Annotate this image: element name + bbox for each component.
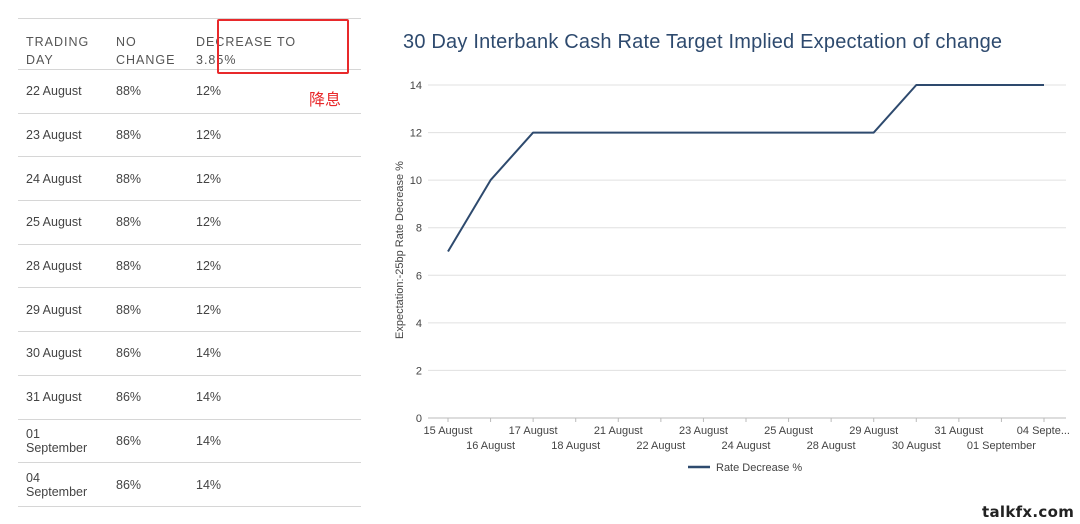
x-tick-label: 28 August: [807, 440, 856, 452]
table-row: 24 August 88% 12%: [18, 156, 361, 202]
cell-no-change: 88%: [108, 69, 188, 114]
x-tick-label: 29 August: [849, 425, 898, 437]
header-no-change: NO CHANGE: [108, 18, 188, 70]
series-line-rate-decrease: [447, 84, 1044, 253]
cell-day: 23 August: [18, 113, 108, 158]
legend-label: Rate Decrease %: [716, 462, 802, 474]
x-tick-label: 01 September: [967, 440, 1036, 452]
cell-decrease: 14%: [188, 331, 361, 376]
y-tick-label: 2: [416, 365, 422, 377]
highlight-box: [217, 19, 349, 74]
x-tick-label: 31 August: [934, 425, 983, 437]
y-tick-label: 12: [410, 128, 422, 140]
header-trading-day: TRADING DAY: [18, 18, 108, 70]
y-tick-label: 10: [410, 175, 422, 187]
cell-day: 31 August: [18, 375, 108, 420]
cell-day: 29 August: [18, 287, 108, 333]
cell-no-change: 86%: [108, 331, 188, 376]
expectation-table: TRADING DAY NO CHANGE DECREASE TO 3.85% …: [18, 18, 361, 507]
legend: Rate Decrease %: [688, 462, 802, 474]
table-row: 30 August 86% 14%: [18, 331, 361, 376]
cell-no-change: 88%: [108, 113, 188, 158]
cell-decrease: 14%: [188, 419, 361, 464]
cell-decrease: 12%: [188, 244, 361, 289]
table-row: 22 August 88% 12%: [18, 69, 361, 114]
x-axis-ticks: 15 August 16 August 17 August 18 August 21 A…: [424, 418, 1070, 452]
x-tick-label: 15 August: [424, 425, 473, 437]
cell-no-change: 88%: [108, 156, 188, 202]
cell-no-change: 88%: [108, 244, 188, 289]
table-body: 22 August 88% 12% 23 August 88% 12% 24 Augus…: [18, 69, 361, 507]
cell-no-change: 88%: [108, 287, 188, 333]
cell-day: 22 August: [18, 69, 108, 114]
chart-title: 30 Day Interbank Cash Rate Target Implie…: [403, 31, 1003, 53]
annotation-label: 降息: [309, 90, 342, 109]
y-tick-label: 4: [416, 318, 422, 330]
table-row: 23 August 88% 12%: [18, 113, 361, 158]
table-row: 28 August 88% 12%: [18, 244, 361, 289]
x-tick-label: 25 August: [764, 425, 813, 437]
table-row: 29 August 88% 12%: [18, 287, 361, 333]
table-header-row: TRADING DAY NO CHANGE DECREASE TO 3.85%: [18, 18, 361, 70]
x-tick-label: 22 August: [636, 440, 685, 452]
cell-decrease: 14%: [188, 462, 361, 507]
x-tick-label: 04 Septe...: [1017, 425, 1070, 437]
grid-lines: [428, 84, 1066, 419]
table-row: 31 August 86% 14%: [18, 375, 361, 420]
y-tick-label: 14: [410, 80, 422, 92]
cell-day: 28 August: [18, 244, 108, 289]
cell-decrease: 12%: [188, 200, 361, 245]
cell-decrease: 12%: [188, 287, 361, 333]
cell-day: 24 August: [18, 156, 108, 202]
x-tick-label: 18 August: [551, 440, 600, 452]
table-row: 25 August 88% 12%: [18, 200, 361, 245]
cell-no-change: 86%: [108, 462, 188, 507]
y-tick-label: 8: [416, 223, 422, 235]
cell-decrease: 12%: [188, 69, 361, 114]
x-tick-label: 17 August: [509, 425, 558, 437]
cell-day: 04 September: [18, 462, 108, 507]
watermark: talkfx.com: [982, 503, 1075, 521]
table-row: 04 September 86% 14%: [18, 462, 361, 507]
y-tick-label: 0: [416, 413, 422, 425]
header-decrease: DECREASE TO 3.85%: [188, 18, 361, 70]
cell-decrease: 12%: [188, 113, 361, 158]
x-tick-label: 21 August: [594, 425, 643, 437]
x-tick-label: 23 August: [679, 425, 728, 437]
cell-no-change: 88%: [108, 200, 188, 245]
cell-day: 25 August: [18, 200, 108, 245]
y-tick-label: 6: [416, 270, 422, 282]
table-row: 01 September 86% 14%: [18, 419, 361, 464]
cell-day: 01 September: [18, 419, 108, 464]
cell-day: 30 August: [18, 331, 108, 376]
x-tick-label: 16 August: [466, 440, 515, 452]
x-tick-label: 30 August: [892, 440, 941, 452]
cell-no-change: 86%: [108, 419, 188, 464]
cell-decrease: 12%: [188, 156, 361, 202]
y-axis-label: Expectation:-25bp Rate Decrease %: [394, 161, 406, 339]
cell-no-change: 86%: [108, 375, 188, 420]
y-axis-ticks: 0 2 4 6 8 10 12 14: [410, 80, 422, 425]
cell-decrease: 14%: [188, 375, 361, 420]
x-tick-label: 24 August: [722, 440, 771, 452]
